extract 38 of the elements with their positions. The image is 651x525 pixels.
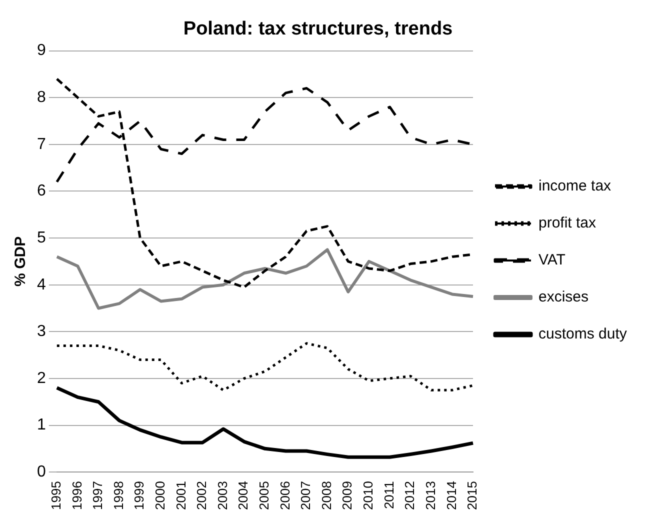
y-tick-label: 6 — [36, 182, 46, 200]
x-tick-label: 1995 — [48, 481, 64, 510]
y-tick-label: 4 — [36, 276, 46, 294]
x-tick-label: 2012 — [402, 481, 418, 510]
y-tick-label: 8 — [36, 89, 46, 106]
x-tick-label: 2005 — [256, 481, 272, 510]
legend-label: income tax — [538, 178, 612, 195]
x-tick-label: 1996 — [69, 481, 84, 510]
x-tick-label: 2001 — [173, 481, 188, 510]
y-tick-label: 0 — [36, 463, 46, 480]
x-tick-label: 1998 — [110, 481, 126, 510]
y-tick-label: 7 — [36, 136, 46, 153]
y-tick-label: 1 — [36, 416, 46, 434]
x-tick-label: 2013 — [422, 481, 438, 510]
x-tick-label: 2004 — [236, 481, 251, 510]
y-tick-label: 2 — [36, 370, 46, 387]
x-tick-label: 2003 — [214, 481, 230, 510]
x-tick-label: 2000 — [152, 481, 168, 510]
chart-title: Poland: tax structures, trends — [183, 18, 453, 40]
y-tick-label: 3 — [36, 323, 46, 340]
x-tick-label: 2008 — [318, 481, 334, 510]
x-tick-label: 2011 — [381, 481, 396, 510]
x-tick-label: 1999 — [132, 481, 147, 510]
y-tick-label: 5 — [36, 229, 46, 246]
x-tick-label: 2010 — [360, 481, 376, 510]
x-tick-label: 1997 — [90, 481, 106, 510]
legend-label: customs duty — [538, 326, 628, 343]
x-tick-label: 2014 — [444, 481, 459, 510]
y-axis-title: % GDP — [12, 236, 30, 286]
legend-label: excises — [538, 288, 589, 306]
y-tick-label: 9 — [36, 42, 46, 60]
legend-label: VAT — [538, 252, 566, 269]
legend-label: profit tax — [538, 214, 597, 232]
x-tick-label: 2006 — [277, 481, 292, 510]
x-tick-label: 2009 — [340, 481, 355, 510]
x-tick-label: 2007 — [298, 481, 314, 510]
x-tick-label: 2002 — [194, 481, 210, 510]
x-tick-label: 2015 — [464, 481, 480, 510]
